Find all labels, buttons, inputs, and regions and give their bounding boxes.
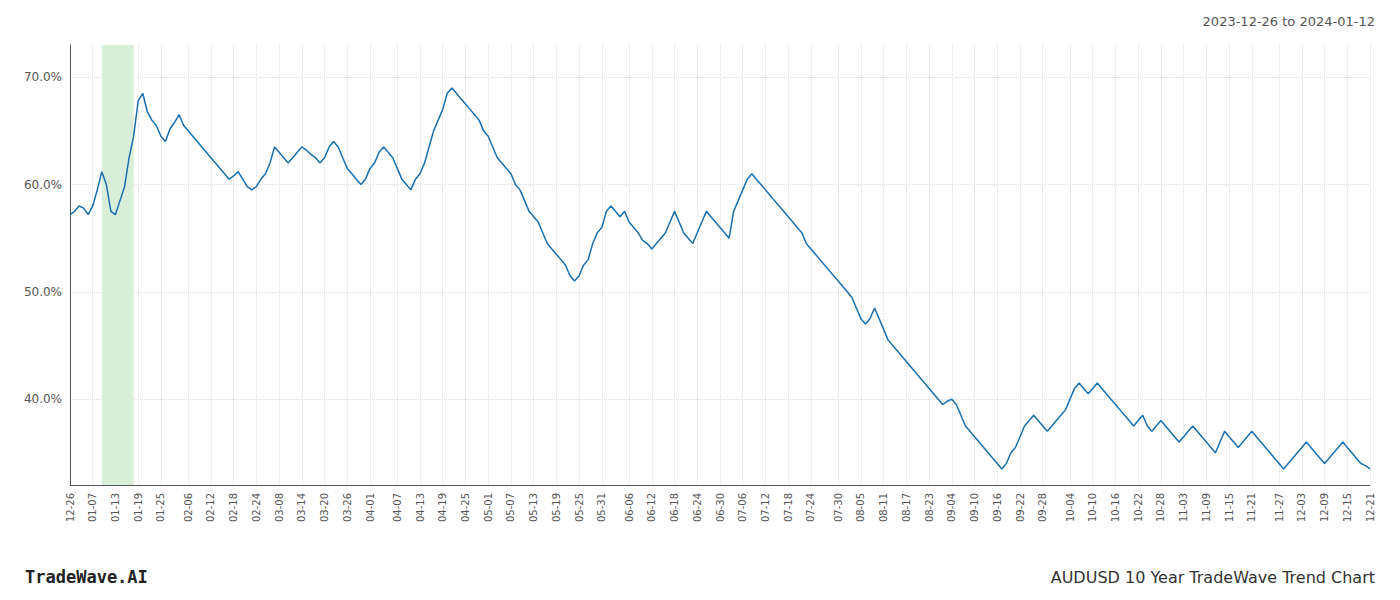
svg-text:50.0%: 50.0% [24,285,62,299]
svg-text:07-06: 07-06 [737,493,748,522]
svg-text:04-13: 04-13 [415,493,426,522]
svg-text:09-22: 09-22 [1015,493,1026,522]
svg-text:05-31: 05-31 [596,493,607,522]
svg-text:11-21: 11-21 [1246,493,1257,522]
svg-text:70.0%: 70.0% [24,70,62,84]
svg-text:02-12: 02-12 [205,493,216,522]
svg-text:10-16: 10-16 [1110,493,1121,522]
svg-text:04-01: 04-01 [365,493,376,522]
svg-text:10-28: 10-28 [1155,493,1166,522]
svg-text:07-30: 07-30 [833,493,844,522]
svg-text:06-24: 06-24 [692,493,703,522]
svg-text:05-25: 05-25 [574,493,585,522]
svg-text:06-12: 06-12 [646,493,657,522]
svg-text:05-13: 05-13 [528,493,539,522]
svg-text:12-03: 12-03 [1296,493,1307,522]
svg-text:12-21: 12-21 [1365,493,1376,522]
svg-text:04-25: 04-25 [460,493,471,522]
svg-text:06-06: 06-06 [624,493,635,522]
svg-text:08-11: 08-11 [878,493,889,522]
svg-text:03-08: 03-08 [274,493,285,522]
svg-text:08-05: 08-05 [855,493,866,522]
svg-text:03-26: 03-26 [342,493,353,522]
svg-text:11-15: 11-15 [1224,493,1235,522]
svg-text:12-26: 12-26 [65,493,76,522]
svg-text:08-17: 08-17 [901,493,912,522]
svg-text:06-18: 06-18 [669,493,680,522]
svg-text:04-07: 04-07 [392,493,403,522]
svg-text:11-03: 11-03 [1178,493,1189,522]
svg-text:2023-12-26 to 2024-01-12: 2023-12-26 to 2024-01-12 [1203,14,1375,29]
svg-text:01-19: 01-19 [133,493,144,522]
svg-text:02-18: 02-18 [228,493,239,522]
svg-text:02-24: 02-24 [251,493,262,522]
svg-text:09-10: 09-10 [969,493,980,522]
svg-text:10-10: 10-10 [1087,493,1098,522]
svg-text:03-14: 03-14 [296,493,307,522]
svg-text:05-01: 05-01 [483,493,494,522]
svg-text:02-06: 02-06 [183,493,194,522]
svg-text:09-16: 09-16 [992,493,1003,522]
svg-text:06-30: 06-30 [715,493,726,522]
svg-text:07-18: 07-18 [783,493,794,522]
svg-text:01-13: 01-13 [110,493,121,522]
svg-text:01-07: 01-07 [87,493,98,522]
svg-text:03-20: 03-20 [319,493,330,522]
svg-text:12-09: 12-09 [1319,493,1330,522]
svg-text:11-09: 11-09 [1201,493,1212,522]
svg-text:08-23: 08-23 [924,493,935,522]
svg-text:40.0%: 40.0% [24,392,62,406]
svg-text:01-25: 01-25 [155,493,166,522]
svg-text:05-19: 05-19 [551,493,562,522]
svg-text:11-27: 11-27 [1274,493,1285,522]
svg-text:07-24: 07-24 [805,493,816,522]
svg-text:09-28: 09-28 [1037,493,1048,522]
svg-text:60.0%: 60.0% [24,178,62,192]
svg-text:AUDUSD 10 Year TradeWave Trend: AUDUSD 10 Year TradeWave Trend Chart [1051,568,1375,587]
svg-text:12-15: 12-15 [1342,493,1353,522]
svg-text:10-22: 10-22 [1133,493,1144,522]
svg-text:04-19: 04-19 [437,493,448,522]
svg-text:07-12: 07-12 [760,493,771,522]
svg-text:10-04: 10-04 [1065,493,1076,522]
svg-text:05-07: 05-07 [505,493,516,522]
svg-text:TradeWave.AI: TradeWave.AI [25,567,148,587]
svg-text:09-04: 09-04 [946,493,957,522]
